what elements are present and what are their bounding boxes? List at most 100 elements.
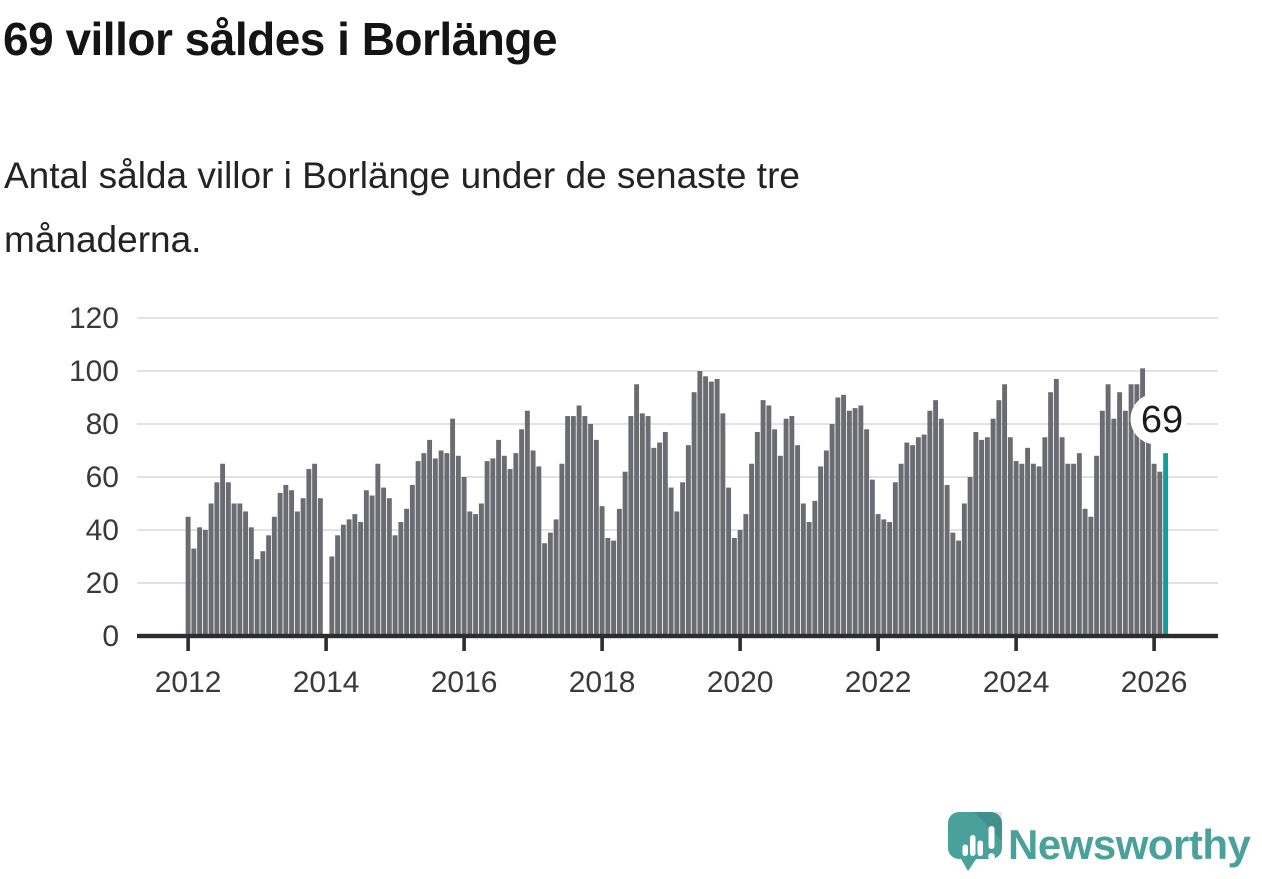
bar [915,437,921,636]
bar [950,532,956,636]
bar [1042,437,1048,636]
bar [582,416,588,636]
bar [565,416,571,636]
bar [329,556,335,636]
bar [772,429,778,636]
bar [513,453,519,636]
bar [1145,397,1151,636]
bar [1013,461,1019,636]
x-tick-label: 2014 [293,666,360,699]
bar [1019,463,1025,636]
y-tick-label: 100 [69,355,119,388]
bar [703,376,709,636]
x-tick [1152,638,1156,651]
bar [668,487,674,636]
bar [340,524,346,636]
bar [358,522,364,636]
bar [1094,455,1100,636]
highlight-label: 69 [1141,399,1183,441]
bar [829,424,835,636]
bar [1059,437,1065,636]
bar [461,477,467,636]
bar [973,431,979,636]
x-tick-label: 2020 [707,666,774,699]
bar [444,453,450,636]
bar [823,450,829,636]
bar [938,418,944,636]
bar [777,455,783,636]
bar [944,484,950,636]
bar [996,400,1002,636]
bar [806,522,812,636]
bar [484,461,490,636]
bar [1076,453,1082,636]
x-tick-label: 2018 [569,666,636,699]
bar [1117,392,1123,636]
bar [697,371,703,636]
bar [1002,384,1008,636]
bar [208,503,214,636]
bar [1140,368,1146,636]
bar [892,482,898,636]
bar [685,445,691,636]
bar [628,416,634,636]
bar [432,458,438,636]
bar [639,413,645,636]
bar [841,394,847,636]
bar [501,455,507,636]
bar [967,477,973,636]
bar [835,397,841,636]
bar [599,506,605,636]
bar [858,405,864,636]
x-tick [462,638,466,651]
bar [869,479,875,636]
bar [289,490,295,636]
chart-subtitle-line-2: månaderna. [4,219,202,261]
bar [427,439,433,636]
bar [846,410,852,636]
bar [737,530,743,636]
bar [450,418,456,636]
chart-subtitle: Antal sålda villor i Borlänge under de s… [4,144,1104,273]
bar [375,463,381,636]
bar [927,410,933,636]
bar [507,469,513,636]
bar [990,418,996,636]
chart-subtitle-line-1: Antal sålda villor i Borlänge under de s… [4,155,800,196]
bar [254,559,260,636]
bar [438,450,444,636]
bar [760,400,766,636]
y-tick-label: 80 [86,408,119,441]
x-axis-line [137,633,1218,639]
bar [984,437,990,636]
bar [795,445,801,636]
bar [478,503,484,636]
bar [961,503,967,636]
bar [674,511,680,636]
bar [616,508,622,636]
bar [956,540,962,636]
newsworthy-logo-icon [948,812,1002,871]
bar [547,532,553,636]
bar [260,551,266,636]
bar [818,466,824,636]
bar [1157,471,1163,636]
newsworthy-logo-text: Newsworthy [1008,821,1251,868]
bar [887,522,893,636]
bar [1007,437,1013,636]
x-tick [1014,638,1018,651]
bar [283,484,289,636]
bar [220,463,226,636]
bar [634,384,640,636]
bar [726,487,732,636]
bar [1134,384,1140,636]
bar [812,500,818,636]
highlight-label-bubble [1130,393,1182,445]
x-tick-label: 2026 [1121,666,1188,699]
bar [754,431,760,636]
x-tick-label: 2022 [845,666,912,699]
bar [789,416,795,636]
bar [1036,466,1042,636]
bar [910,445,916,636]
bar [519,429,525,636]
